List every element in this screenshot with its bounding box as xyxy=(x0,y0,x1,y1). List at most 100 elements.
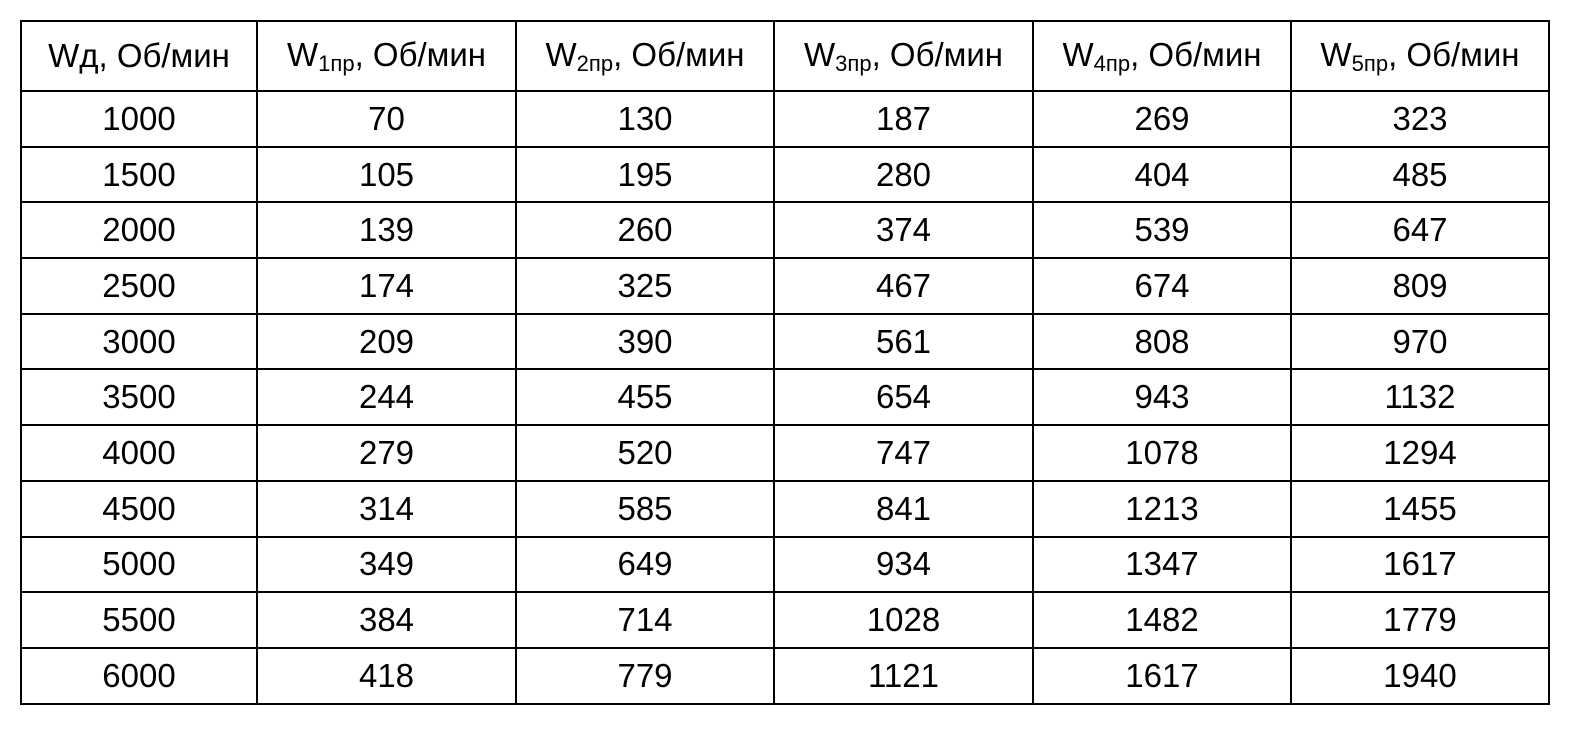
data-table: Wд, Об/мин W1пр, Об/мин W2пр, Об/мин W3пр, … xyxy=(20,20,1550,705)
table-cell: 808 xyxy=(1032,312,1292,371)
table-row: 5500 384 714 1028 1482 1779 xyxy=(20,591,1550,649)
table-row: 3500 244 455 654 943 1132 xyxy=(20,368,1550,427)
header-base: W xyxy=(804,35,836,73)
table-cell: 585 xyxy=(515,479,775,538)
header-unit: , Об/мин xyxy=(1388,35,1520,73)
header-unit: , Об/мин xyxy=(354,35,486,73)
table-row: 5000 349 649 934 1347 1617 xyxy=(20,535,1550,594)
table-row: 6000 418 779 1121 1617 1940 xyxy=(20,646,1550,705)
table-cell: 1617 xyxy=(1290,535,1550,594)
table-cell: 4000 xyxy=(20,424,258,482)
table-cell: 1779 xyxy=(1290,591,1550,649)
header-cell: W2пр, Об/мин xyxy=(515,20,775,92)
table-cell: 1500 xyxy=(20,145,258,204)
header-cell: W3пр, Об/мин xyxy=(773,20,1034,92)
table-cell: 485 xyxy=(1290,145,1550,204)
table-cell: 674 xyxy=(1032,257,1292,315)
table-cell: 841 xyxy=(773,479,1034,538)
table-cell: 1455 xyxy=(1290,479,1550,538)
table-cell: 279 xyxy=(256,424,517,482)
header-cell: W5пр, Об/мин xyxy=(1290,20,1550,92)
header-base: W xyxy=(1062,35,1094,73)
table-cell: 1940 xyxy=(1290,646,1550,705)
table-cell: 187 xyxy=(773,90,1034,148)
table-cell: 323 xyxy=(1290,90,1550,148)
table-cell: 6000 xyxy=(20,646,258,705)
table-cell: 934 xyxy=(773,535,1034,594)
table-cell: 349 xyxy=(256,535,517,594)
table-cell: 747 xyxy=(773,424,1034,482)
table-cell: 809 xyxy=(1290,257,1550,315)
table-cell: 943 xyxy=(1032,368,1292,427)
table-wrap: Wд, Об/мин W1пр, Об/мин W2пр, Об/мин W3пр, … xyxy=(20,20,1550,705)
table-cell: 1213 xyxy=(1032,479,1292,538)
table-cell: 325 xyxy=(515,257,775,315)
table-cell: 390 xyxy=(515,312,775,371)
table-cell: 139 xyxy=(256,201,517,260)
table-row: 4000 279 520 747 1078 1294 xyxy=(20,424,1550,482)
table-cell: 3000 xyxy=(20,312,258,371)
table-row: 2000 139 260 374 539 647 xyxy=(20,201,1550,260)
table-cell: 174 xyxy=(256,257,517,315)
table-row: 1000 70 130 187 269 323 xyxy=(20,90,1550,148)
table-cell: 130 xyxy=(515,90,775,148)
table-cell: 1347 xyxy=(1032,535,1292,594)
header-subscript: 2пр xyxy=(576,50,614,76)
table-cell: 105 xyxy=(256,145,517,204)
table-cell: 649 xyxy=(515,535,775,594)
table-cell: 647 xyxy=(1290,201,1550,260)
table-cell: 1078 xyxy=(1032,424,1292,482)
table-cell: 561 xyxy=(773,312,1034,371)
table-cell: 314 xyxy=(256,479,517,538)
table-cell: 209 xyxy=(256,312,517,371)
table-cell: 970 xyxy=(1290,312,1550,371)
header-cell: W1пр, Об/мин xyxy=(256,20,517,92)
header-subscript: 3пр xyxy=(835,50,872,76)
table-cell: 1482 xyxy=(1032,591,1292,649)
table-cell: 280 xyxy=(773,145,1034,204)
table-cell: 1132 xyxy=(1290,368,1550,427)
table-row: 4500 314 585 841 1213 1455 xyxy=(20,479,1550,538)
table-cell: 1617 xyxy=(1032,646,1292,705)
table-cell: 1294 xyxy=(1290,424,1550,482)
header-unit: , Об/мин xyxy=(613,35,745,73)
table-cell: 1121 xyxy=(773,646,1034,705)
header-base: W xyxy=(545,35,577,73)
header-subscript: 1пр xyxy=(318,50,355,76)
table-cell: 70 xyxy=(256,90,517,148)
header-unit: , Об/мин xyxy=(871,35,1003,73)
header-base: W xyxy=(1320,35,1352,73)
table-cell: 244 xyxy=(256,368,517,427)
header-text: Wд, Об/мин xyxy=(48,37,230,74)
table-cell: 195 xyxy=(515,145,775,204)
table-cell: 404 xyxy=(1032,145,1292,204)
table-cell: 4500 xyxy=(20,479,258,538)
table-cell: 455 xyxy=(515,368,775,427)
table-cell: 5000 xyxy=(20,535,258,594)
header-subscript: 4пр xyxy=(1093,50,1131,76)
table-cell: 654 xyxy=(773,368,1034,427)
table-cell: 714 xyxy=(515,591,775,649)
table-cell: 418 xyxy=(256,646,517,705)
table-row: 1500 105 195 280 404 485 xyxy=(20,145,1550,204)
table-cell: 467 xyxy=(773,257,1034,315)
table-cell: 779 xyxy=(515,646,775,705)
table-cell: 1000 xyxy=(20,90,258,148)
table-cell: 539 xyxy=(1032,201,1292,260)
header-base: W xyxy=(287,35,319,73)
table-cell: 3500 xyxy=(20,368,258,427)
table-row: 3000 209 390 561 808 970 xyxy=(20,312,1550,371)
table-cell: 1028 xyxy=(773,591,1034,649)
header-unit: , Об/мин xyxy=(1130,35,1262,73)
header-cell: Wд, Об/мин xyxy=(20,20,258,92)
table-cell: 520 xyxy=(515,424,775,482)
table-cell: 374 xyxy=(773,201,1034,260)
header-row: Wд, Об/мин W1пр, Об/мин W2пр, Об/мин W3пр, … xyxy=(20,20,1550,92)
table-cell: 260 xyxy=(515,201,775,260)
header-subscript: 5пр xyxy=(1351,50,1389,76)
table-cell: 2500 xyxy=(20,257,258,315)
table-cell: 269 xyxy=(1032,90,1292,148)
header-cell: W4пр, Об/мин xyxy=(1032,20,1292,92)
table-cell: 2000 xyxy=(20,201,258,260)
